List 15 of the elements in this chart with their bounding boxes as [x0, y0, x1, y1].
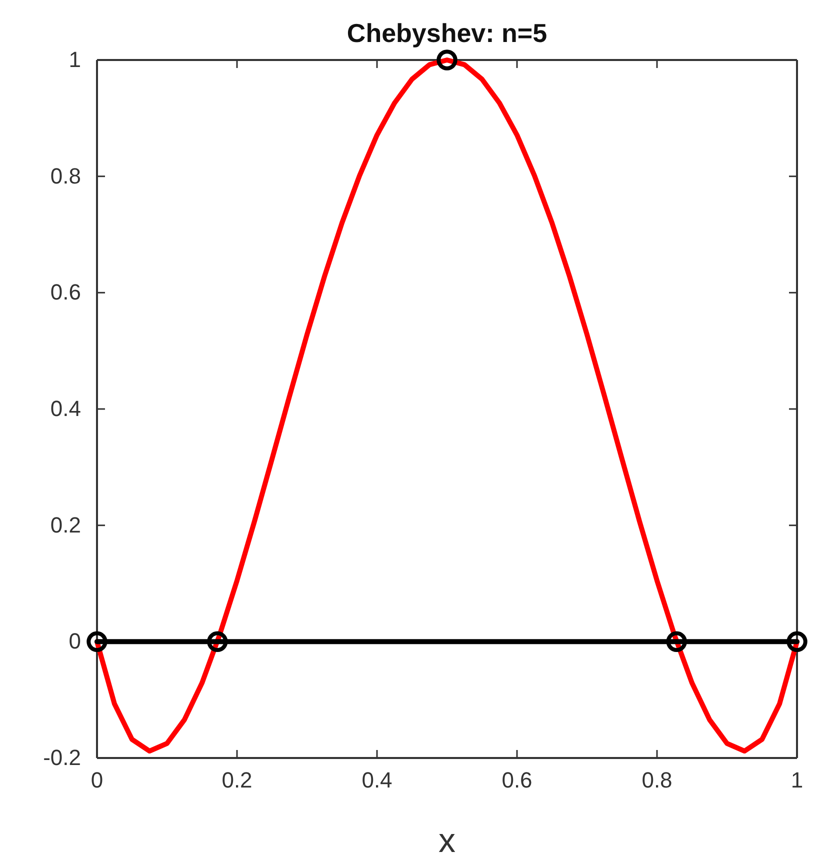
x-tick-label: 0.6	[502, 768, 532, 793]
x-tick-label: 0.2	[222, 768, 252, 793]
y-tick-label: 1	[68, 47, 81, 72]
x-tick-label: 0.4	[362, 768, 392, 793]
x-tick-label: 0	[90, 768, 104, 793]
y-tick-label: 0.2	[50, 512, 81, 538]
x-axis-title: x	[438, 822, 456, 860]
y-tick-label: 0.4	[50, 396, 81, 422]
y-tick-label: -0.2	[43, 745, 81, 770]
y-tick-label: 0.8	[50, 163, 81, 188]
y-tick-label: 0	[68, 628, 81, 654]
x-tick-label: 1	[790, 768, 804, 793]
x-tick-label: 0.8	[642, 768, 672, 793]
chart-title: Chebyshev: n=5	[346, 18, 548, 48]
y-tick-label: 0.6	[50, 280, 81, 305]
